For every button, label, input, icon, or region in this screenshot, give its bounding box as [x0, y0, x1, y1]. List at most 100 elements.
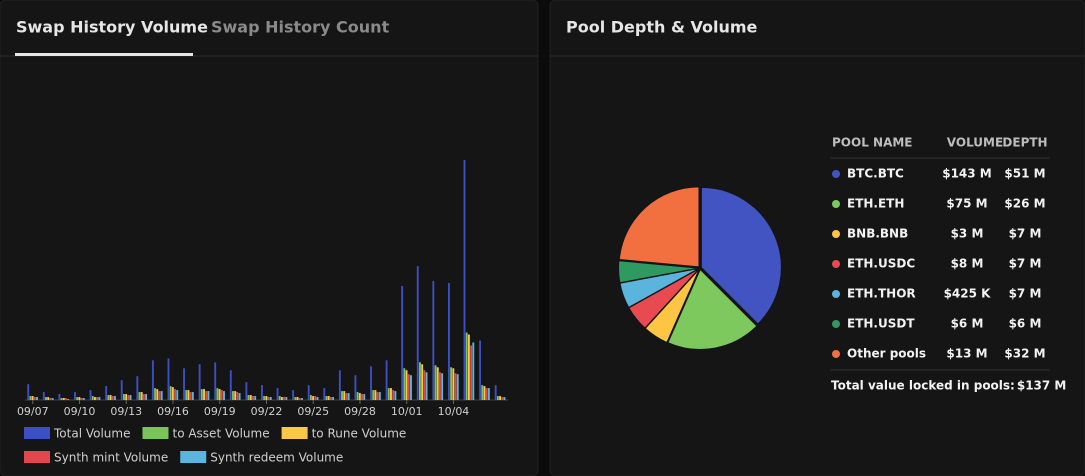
pool-dot — [832, 200, 840, 208]
legend-label[interactable]: Synth redeem Volume — [210, 451, 343, 465]
legend-label[interactable]: Synth mint Volume — [54, 451, 168, 465]
pool-depth: $6 M — [1009, 317, 1042, 331]
bar — [496, 396, 499, 400]
bar — [481, 385, 484, 400]
bar — [347, 393, 350, 400]
bar — [501, 397, 504, 400]
bar — [441, 373, 444, 400]
bar — [223, 391, 225, 400]
bar — [323, 388, 326, 400]
bar — [327, 396, 330, 400]
legend-label[interactable]: to Rune Volume — [312, 427, 407, 441]
legend-swatch[interactable] — [180, 451, 207, 463]
bar — [390, 388, 392, 400]
bar — [171, 387, 174, 400]
bar — [109, 395, 112, 400]
bar — [80, 398, 83, 400]
bar — [374, 390, 377, 400]
bar — [363, 394, 366, 400]
bar — [436, 367, 439, 400]
bar — [267, 397, 270, 400]
bar — [207, 391, 210, 400]
bar — [425, 372, 428, 400]
x-tick-label: 09/10 — [64, 405, 96, 418]
bar — [345, 393, 348, 400]
pie-slice — [667, 268, 758, 350]
bar — [176, 390, 179, 400]
bar — [483, 386, 486, 400]
bar — [485, 388, 488, 400]
legend-swatch[interactable] — [24, 451, 50, 463]
bar — [394, 391, 397, 400]
bar — [191, 392, 194, 400]
bar — [312, 396, 315, 400]
bar — [472, 342, 475, 400]
bar — [158, 391, 161, 400]
legend-swatch[interactable] — [24, 427, 50, 439]
bar — [151, 360, 154, 400]
bar — [403, 368, 406, 400]
legend-swatch[interactable] — [281, 427, 308, 439]
bar — [36, 397, 38, 400]
bar — [142, 394, 145, 400]
x-tick-label: 09/16 — [157, 405, 189, 418]
bar — [236, 392, 239, 400]
bar — [407, 374, 410, 400]
bar — [280, 397, 283, 400]
bar — [138, 392, 141, 400]
bar — [60, 398, 63, 400]
bar — [229, 370, 232, 400]
bar — [232, 391, 234, 400]
bar — [329, 397, 332, 400]
pool-volume: $75 M — [946, 197, 987, 211]
bar — [156, 389, 159, 400]
bar — [203, 389, 205, 400]
bar — [122, 394, 125, 400]
bar — [91, 396, 94, 400]
legend-label[interactable]: to Asset Volume — [172, 427, 269, 441]
legend-swatch[interactable] — [142, 427, 169, 439]
bar — [31, 396, 34, 400]
bar — [438, 372, 441, 400]
bar — [292, 390, 295, 400]
pool-depth: $7 M — [1009, 257, 1042, 271]
bar — [107, 395, 110, 400]
pool-volume: $143 M — [942, 167, 992, 181]
bar — [419, 362, 421, 400]
tab[interactable]: Swap History Count — [211, 18, 390, 37]
x-tick-label: 09/19 — [204, 405, 236, 418]
pool-name: Other pools — [847, 347, 926, 361]
x-tick-label: 09/22 — [251, 405, 283, 418]
bar — [76, 397, 79, 400]
bar — [494, 385, 497, 400]
bar — [127, 395, 130, 400]
tab-underline — [15, 53, 193, 56]
bar — [314, 396, 317, 400]
bar — [465, 332, 468, 400]
bar — [378, 392, 381, 400]
pie-slice — [618, 186, 700, 268]
bar — [33, 397, 36, 400]
bar — [276, 388, 279, 400]
column-header: POOL NAME — [832, 136, 913, 150]
pool-name: ETH.THOR — [847, 287, 916, 301]
legend-label[interactable]: Total Volume — [53, 427, 130, 441]
bar — [450, 367, 453, 400]
x-tick-label: 09/07 — [17, 405, 49, 418]
pool-dot — [832, 290, 840, 298]
bar — [247, 395, 250, 400]
pool-depth: $32 M — [1004, 347, 1045, 361]
bar — [298, 398, 301, 400]
bar — [169, 386, 172, 400]
bar — [421, 364, 424, 400]
bar — [278, 396, 281, 400]
tab[interactable]: Swap History Volume — [16, 18, 208, 37]
bar — [416, 266, 419, 400]
bar — [113, 396, 116, 400]
bar — [189, 392, 192, 400]
bar — [183, 368, 185, 400]
pool-depth: $51 M — [1004, 167, 1045, 181]
bar — [160, 391, 163, 400]
bar — [456, 374, 459, 400]
